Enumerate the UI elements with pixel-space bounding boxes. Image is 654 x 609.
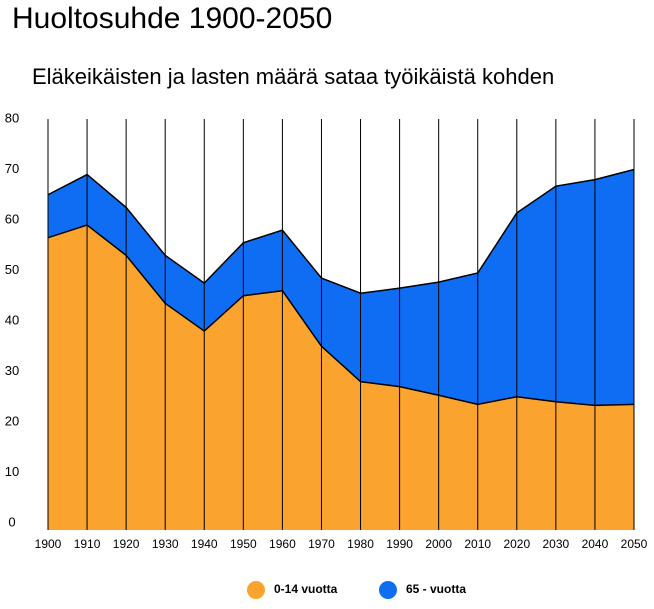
x-tick-label: 1960	[269, 537, 296, 551]
chart-title: Huoltosuhde 1900-2050	[12, 2, 332, 35]
legend-label: 65 - vuotta	[406, 582, 466, 596]
x-tick-label: 2020	[503, 537, 530, 551]
x-tick-label: 2040	[582, 537, 609, 551]
y-tick-label: 80	[5, 110, 19, 125]
y-tick-label: 30	[5, 363, 19, 378]
chart-subtitle: Eläkeikäisten ja lasten määrä sataa työi…	[32, 64, 554, 89]
x-tick-label: 1980	[347, 537, 374, 551]
series-line	[47, 168, 635, 294]
x-tick-label: 1900	[35, 537, 62, 551]
series-line	[47, 224, 635, 407]
series-area	[48, 225, 634, 531]
x-tick-label: 1920	[113, 537, 140, 551]
y-tick-label: 60	[5, 211, 19, 226]
y-tick-label: 0	[8, 514, 15, 529]
x-tick-label: 2000	[425, 537, 452, 551]
legend-label: 0-14 vuotta	[274, 582, 338, 596]
x-tick-label: 1950	[230, 537, 257, 551]
x-tick-label: 2010	[464, 537, 491, 551]
y-tick-label: 50	[5, 262, 19, 277]
x-tick-label: 1910	[74, 537, 101, 551]
x-tick-label: 2030	[543, 537, 570, 551]
y-tick-label: 20	[5, 413, 19, 428]
x-tick-label: 2050	[621, 537, 648, 551]
x-tick-label: 1970	[308, 537, 335, 551]
y-tick-label: 70	[5, 161, 19, 176]
y-tick-label: 10	[5, 464, 19, 479]
legend-swatch	[379, 581, 397, 599]
y-tick-label: 40	[5, 312, 19, 327]
x-tick-label: 1990	[386, 537, 413, 551]
legend-swatch	[247, 581, 265, 599]
x-tick-label: 1940	[191, 537, 218, 551]
series-area	[48, 169, 634, 406]
x-tick-label: 1930	[152, 537, 179, 551]
